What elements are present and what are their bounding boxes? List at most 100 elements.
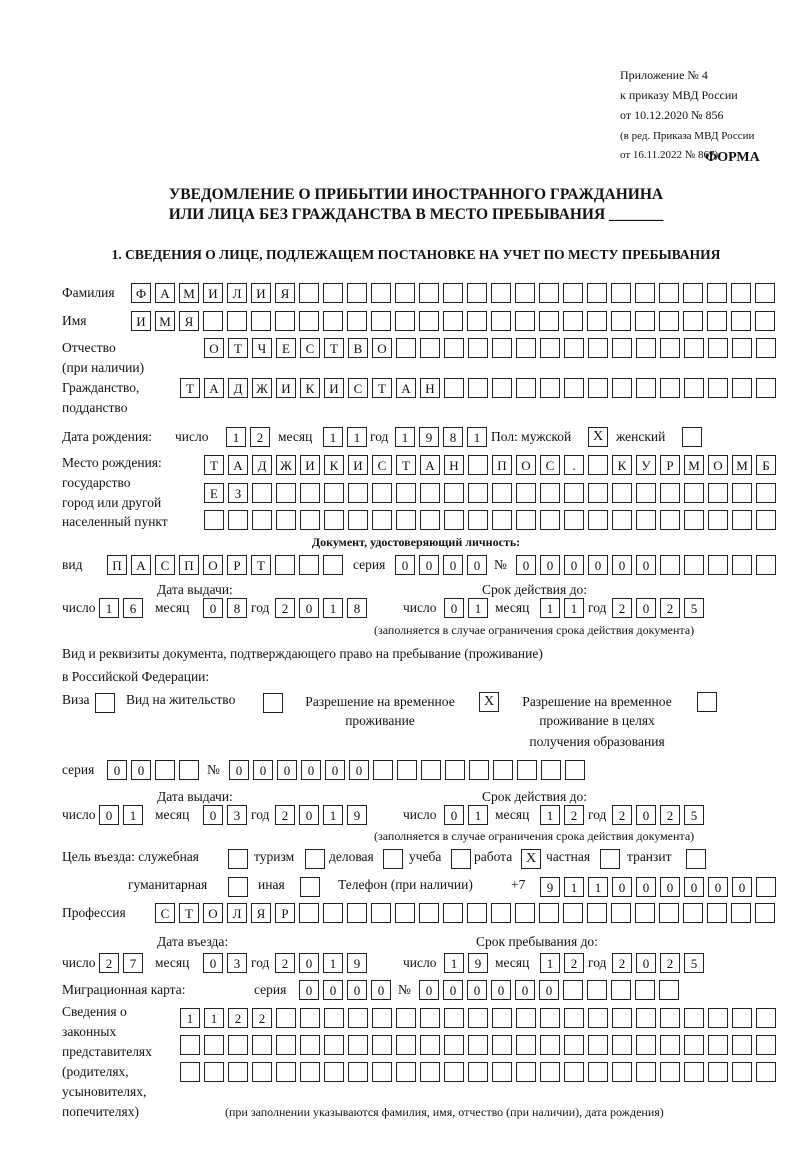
char-cell[interactable] [396, 338, 416, 358]
char-cell[interactable] [323, 555, 343, 575]
char-cell[interactable]: 2 [275, 805, 295, 825]
char-cell[interactable] [732, 483, 752, 503]
char-cell[interactable]: О [203, 555, 223, 575]
char-cell[interactable] [444, 1035, 464, 1055]
char-cell[interactable] [731, 311, 751, 331]
char-cell[interactable] [708, 483, 728, 503]
char-cell[interactable] [228, 1035, 248, 1055]
char-cell[interactable] [708, 1062, 728, 1082]
char-cell[interactable] [468, 510, 488, 530]
char-cell[interactable]: Е [276, 338, 296, 358]
char-cell[interactable] [492, 510, 512, 530]
char-cell[interactable] [373, 760, 393, 780]
char-cell[interactable] [371, 311, 391, 331]
char-cell[interactable] [611, 980, 631, 1000]
char-cell[interactable] [492, 483, 512, 503]
char-cell[interactable]: 5 [684, 598, 704, 618]
char-cell[interactable]: 8 [227, 598, 247, 618]
char-cell[interactable]: С [540, 455, 560, 475]
char-cell[interactable] [348, 1008, 368, 1028]
char-cell[interactable]: 0 [203, 805, 223, 825]
char-cell[interactable] [420, 510, 440, 530]
char-cell[interactable] [684, 1062, 704, 1082]
char-cell[interactable]: И [300, 455, 320, 475]
char-cell[interactable] [252, 1035, 272, 1055]
char-cell[interactable]: 0 [540, 555, 560, 575]
char-cell[interactable] [755, 283, 775, 303]
char-cell[interactable] [635, 283, 655, 303]
char-cell[interactable]: 3 [227, 805, 247, 825]
purpose-tourism-checkbox[interactable] [305, 849, 325, 869]
char-cell[interactable] [419, 311, 439, 331]
char-cell[interactable] [444, 510, 464, 530]
char-cell[interactable]: И [276, 378, 296, 398]
char-cell[interactable] [684, 1035, 704, 1055]
char-cell[interactable] [611, 903, 631, 923]
char-cell[interactable] [587, 980, 607, 1000]
temporary-residence-education-checkbox[interactable] [697, 692, 717, 712]
char-cell[interactable]: 1 [323, 598, 343, 618]
char-cell[interactable] [588, 483, 608, 503]
char-cell[interactable] [276, 1062, 296, 1082]
char-cell[interactable] [276, 483, 296, 503]
char-cell[interactable] [324, 483, 344, 503]
char-cell[interactable] [396, 1035, 416, 1055]
char-cell[interactable]: 0 [444, 598, 464, 618]
char-cell[interactable]: Е [204, 483, 224, 503]
char-cell[interactable]: 9 [540, 877, 560, 897]
char-cell[interactable] [587, 903, 607, 923]
char-cell[interactable]: Я [179, 311, 199, 331]
char-cell[interactable]: В [348, 338, 368, 358]
char-cell[interactable]: 0 [299, 598, 319, 618]
char-cell[interactable] [252, 510, 272, 530]
char-cell[interactable] [516, 483, 536, 503]
char-cell[interactable] [612, 338, 632, 358]
char-cell[interactable] [563, 283, 583, 303]
char-cell[interactable] [180, 1035, 200, 1055]
char-cell[interactable]: Л [227, 283, 247, 303]
char-cell[interactable] [564, 1035, 584, 1055]
char-cell[interactable]: 9 [347, 953, 367, 973]
char-cell[interactable] [228, 510, 248, 530]
char-cell[interactable]: 0 [564, 555, 584, 575]
char-cell[interactable] [492, 1008, 512, 1028]
char-cell[interactable] [467, 283, 487, 303]
char-cell[interactable] [707, 283, 727, 303]
char-cell[interactable]: 2 [660, 598, 680, 618]
sex-male-checkbox[interactable]: X [588, 427, 608, 447]
char-cell[interactable]: 0 [99, 805, 119, 825]
char-cell[interactable] [276, 1035, 296, 1055]
char-cell[interactable] [588, 510, 608, 530]
char-cell[interactable] [155, 760, 175, 780]
char-cell[interactable] [708, 510, 728, 530]
char-cell[interactable]: 1 [588, 877, 608, 897]
char-cell[interactable]: 0 [203, 598, 223, 618]
char-cell[interactable]: 2 [660, 953, 680, 973]
char-cell[interactable] [515, 311, 535, 331]
char-cell[interactable] [755, 311, 775, 331]
char-cell[interactable]: Т [324, 338, 344, 358]
char-cell[interactable] [204, 510, 224, 530]
char-cell[interactable] [540, 1008, 560, 1028]
char-cell[interactable] [756, 877, 776, 897]
char-cell[interactable] [372, 510, 392, 530]
char-cell[interactable]: 2 [250, 427, 270, 447]
char-cell[interactable] [276, 510, 296, 530]
char-cell[interactable] [419, 283, 439, 303]
char-cell[interactable]: 8 [443, 427, 463, 447]
char-cell[interactable] [731, 903, 751, 923]
char-cell[interactable] [516, 1062, 536, 1082]
char-cell[interactable] [612, 483, 632, 503]
char-cell[interactable] [395, 311, 415, 331]
char-cell[interactable]: К [300, 378, 320, 398]
char-cell[interactable] [516, 378, 536, 398]
char-cell[interactable]: Т [179, 903, 199, 923]
char-cell[interactable] [732, 338, 752, 358]
purpose-service-checkbox[interactable] [228, 849, 248, 869]
char-cell[interactable]: 0 [612, 877, 632, 897]
